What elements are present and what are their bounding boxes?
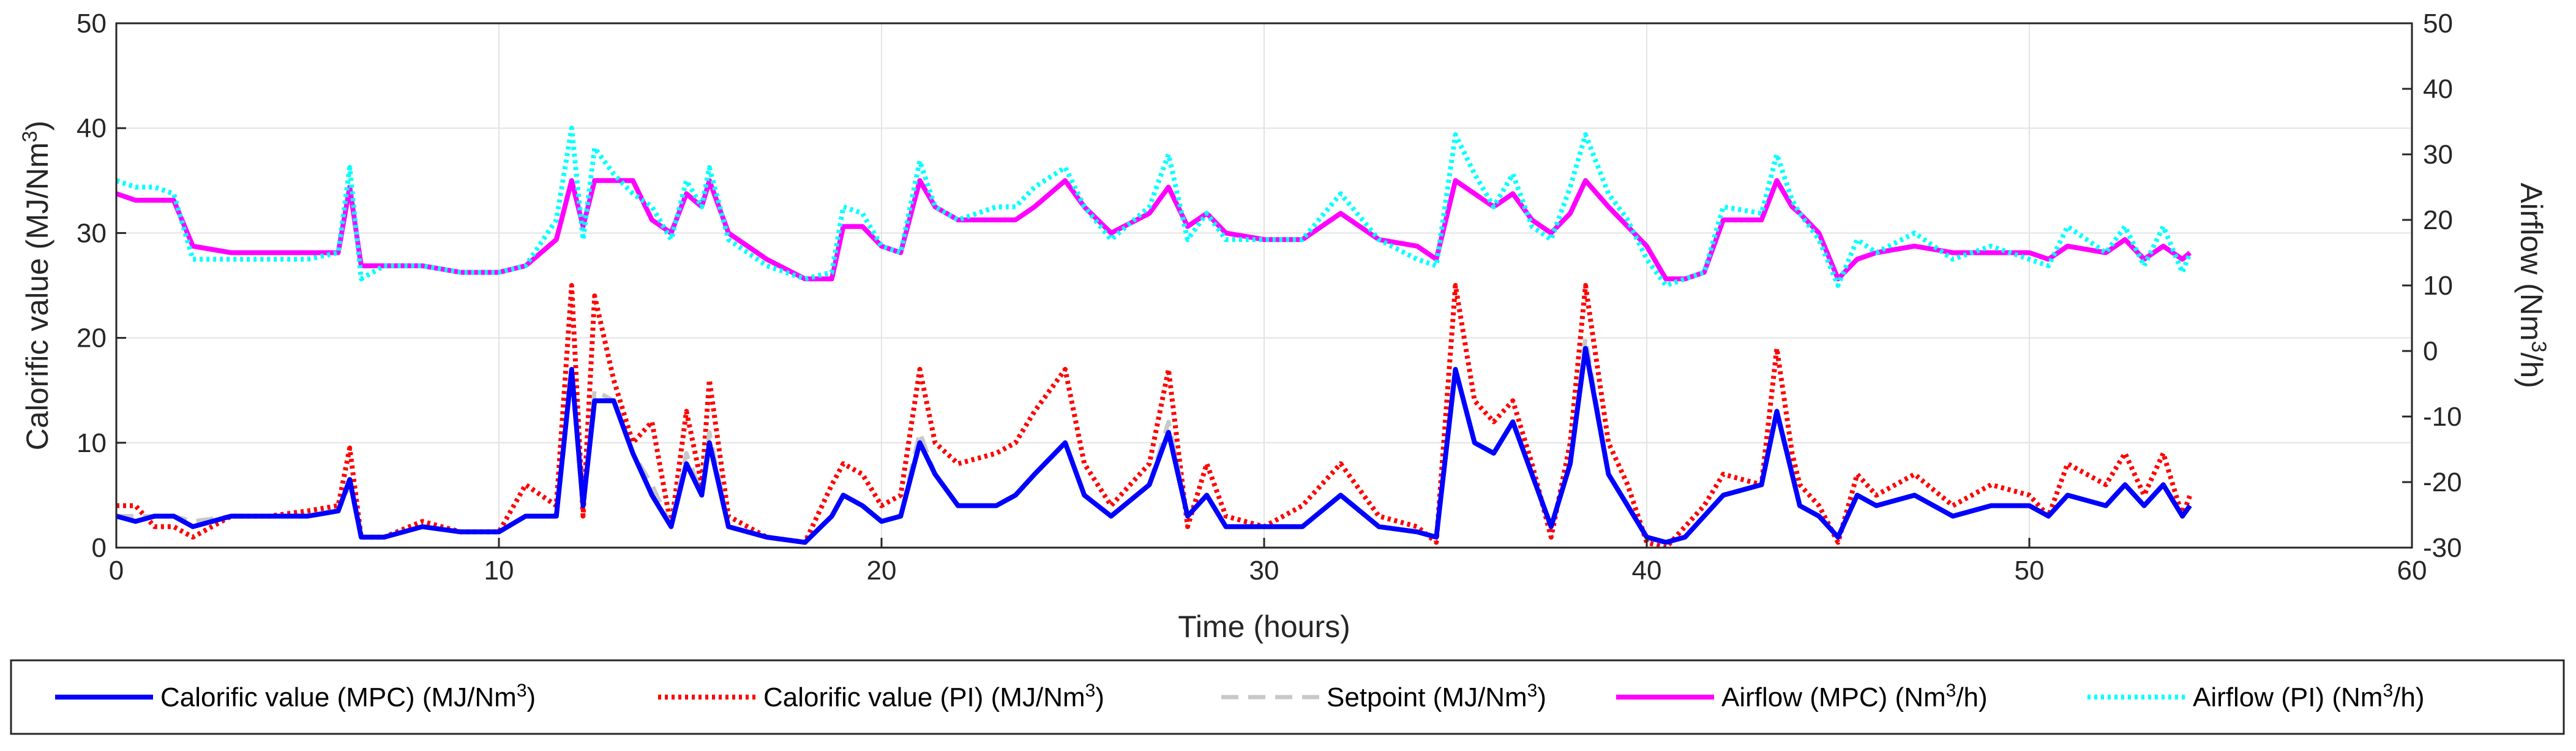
series-group [116, 126, 2193, 548]
series-line-1 [116, 283, 2193, 548]
legend-label-4: Airflow (PI) (Nm3/h) [2193, 681, 2424, 712]
x-tick-label: 10 [484, 556, 514, 586]
y-right-tick-label: 0 [2423, 336, 2438, 366]
y-left-label-end: ) [20, 121, 54, 131]
x-tick-label: 30 [1249, 556, 1279, 586]
y-right-tick-label: -10 [2423, 402, 2462, 432]
x-axis-label: Time (hours) [1178, 609, 1350, 644]
x-tick-label: 40 [1632, 556, 1662, 586]
y-right-tick-label: -20 [2423, 467, 2462, 497]
y-right-tick-label: -30 [2423, 533, 2462, 563]
y-right-tick-label: 40 [2423, 74, 2453, 104]
y-right-label-sup: 3 [2527, 341, 2550, 353]
legend-label-3: Airflow (MPC) (Nm3/h) [1721, 681, 1988, 712]
series-line-0 [116, 345, 2192, 545]
y-right-tick-label: 50 [2423, 9, 2453, 39]
legend: Calorific value (MPC) (MJ/Nm3) Calorific … [55, 681, 2424, 712]
x-tick-label: 0 [109, 556, 124, 586]
x-tick-label: 60 [2397, 556, 2427, 586]
y-left-tick-label: 20 [77, 323, 107, 353]
y-left-tick-label: 0 [92, 533, 107, 563]
y-left-axis-label: Calorific value (MJ/Nm3) [18, 121, 54, 450]
y-right-label-main: Airflow (Nm [2514, 183, 2548, 341]
y-right-axis-label: Airflow (Nm3/h) [2514, 183, 2550, 388]
y-right-tick-label: 20 [2423, 205, 2453, 235]
series-line-3 [116, 178, 2192, 282]
y-left-tick-label: 30 [77, 218, 107, 248]
y-left-tick-label: 40 [77, 113, 107, 143]
x-tick-label: 20 [867, 556, 897, 586]
legend-label-1: Calorific value (PI) (MJ/Nm3) [763, 681, 1104, 712]
y-left-label-main: Calorific value (MJ/Nm [20, 142, 54, 450]
y-left-tick-label: 50 [77, 9, 107, 39]
series-line-4 [116, 126, 2193, 288]
y-right-tick-label: 10 [2423, 271, 2453, 301]
y-left-tick-label: 10 [77, 428, 107, 458]
x-tick-label: 50 [2015, 556, 2045, 586]
y-left-label-sup: 3 [18, 130, 42, 142]
y-right-tick-label: 30 [2423, 140, 2453, 170]
legend-label-2: Setpoint (MJ/Nm3) [1327, 681, 1546, 712]
y-right-label-end: /h) [2514, 352, 2548, 388]
axis-ticks: 0 10 20 30 40 50 60 0 10 20 30 40 50 -30 -20 -10 0 10 20 30… [77, 9, 2462, 586]
legend-label-0: Calorific value (MPC) (MJ/Nm3) [160, 681, 536, 712]
